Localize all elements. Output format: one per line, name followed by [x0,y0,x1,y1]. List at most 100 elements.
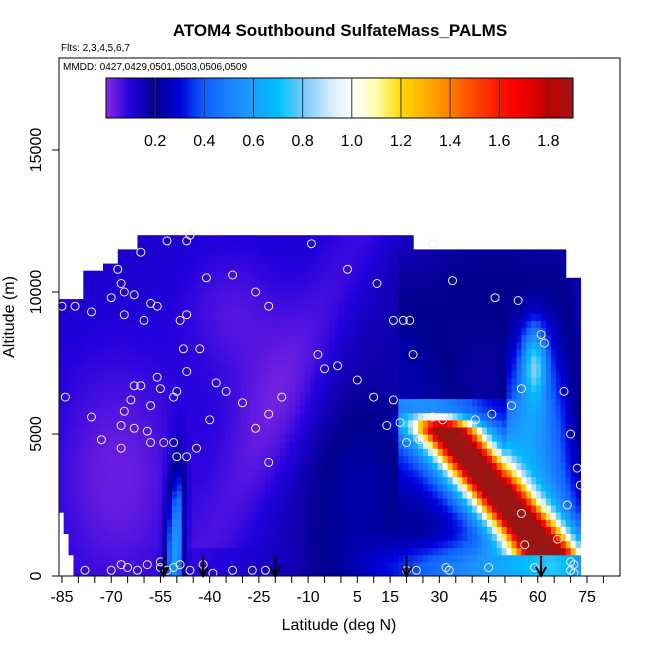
heatmap-cell [541,540,547,549]
heatmap-cell [427,554,434,563]
heatmap-cell [349,434,355,442]
heatmap-cell [250,327,257,336]
heatmap-cell [531,370,537,378]
heatmap-cell [226,462,232,471]
heatmap-cell [167,547,173,556]
heatmap-cell [482,284,488,293]
heatmap-cell [181,355,188,364]
heatmap-cell [117,540,124,549]
heatmap-cell [501,426,508,435]
heatmap-cell [255,320,262,329]
heatmap-cell [314,391,321,400]
heatmap-cell [413,263,419,272]
heatmap-cell [127,384,134,392]
heatmap-cell [344,313,350,321]
heatmap-cell [482,355,488,364]
heatmap-cell [541,462,547,471]
heatmap-cell [216,497,222,506]
heatmap-cell [147,568,153,576]
heatmap-cell [447,490,454,499]
heatmap-cell [403,462,409,471]
heatmap-cell [324,434,331,442]
heatmap-cell [211,384,217,392]
heatmap-cell [388,306,394,314]
heatmap-cell [285,469,291,478]
heatmap-cell [378,469,385,478]
heatmap-cell [78,561,84,570]
heatmap-cell [368,497,375,506]
heatmap-cell [201,320,207,329]
heatmap-cell [452,462,458,471]
heatmap-cell [393,377,399,385]
heatmap-cell [299,277,306,286]
heatmap-cell [339,483,345,492]
heatmap-cell [245,554,252,563]
heatmap-cell [245,405,252,414]
heatmap-cell [235,235,242,243]
heatmap-cell [432,341,439,350]
heatmap-cell [122,348,129,357]
heatmap-cell [226,419,232,428]
heatmap-cell [403,355,409,364]
sample-point [70,301,80,311]
heatmap-cell [285,462,291,471]
heatmap-cell [437,483,444,492]
heatmap-cell [230,327,237,336]
heatmap-cell [290,363,296,371]
heatmap-cell [275,512,281,520]
heatmap-cell [329,370,335,378]
heatmap-cell [285,327,291,336]
heatmap-cell [176,363,183,371]
heatmap-cell [408,355,414,364]
heatmap-cell [152,512,158,520]
heatmap-cell [570,441,577,449]
heatmap-cell [221,497,227,506]
heatmap-cell [422,263,429,272]
heatmap-cell [526,384,532,392]
heatmap-cell [147,540,153,549]
heatmap-cell [536,292,542,300]
heatmap-cell [334,292,340,300]
heatmap-cell [536,505,542,513]
heatmap-cell [181,448,188,456]
heatmap-cell [418,434,424,442]
heatmap-cell [511,448,518,456]
heatmap-cell [280,391,286,400]
heatmap-cell [334,448,340,456]
heatmap-cell [226,327,232,336]
heatmap-cell [240,568,247,576]
heatmap-cell [294,391,301,400]
heatmap-cell [191,512,198,520]
heatmap-cell [270,476,276,485]
heatmap-cell [127,299,134,307]
heatmap-cell [112,355,119,364]
heatmap-cell [506,256,513,265]
heatmap-cell [506,412,513,421]
heatmap-cell [235,462,242,471]
heatmap-cell [98,441,104,449]
heatmap-cell [319,355,326,364]
heatmap-cell [432,412,439,421]
heatmap-cell [211,299,217,307]
heatmap-cell [486,505,493,513]
heatmap-cell [68,540,75,549]
heatmap-cell [344,505,350,513]
heatmap-cell [324,398,331,407]
heatmap-cell [344,448,350,456]
heatmap-cell [398,398,404,407]
heatmap-cell [132,391,139,400]
heatmap-cell [171,426,178,435]
heatmap-cell [378,540,385,549]
heatmap-cell [570,540,577,549]
heatmap-cell [255,519,262,527]
heatmap-cell [235,277,242,286]
heatmap-cell [88,327,94,336]
heatmap-cell [526,455,532,463]
heatmap-cell [526,434,532,442]
heatmap-cell [201,249,207,258]
heatmap-cell [413,419,419,428]
heatmap-cell [196,384,203,392]
heatmap-cell [290,235,296,243]
heatmap-cell [467,263,473,272]
sample-point [146,438,156,447]
